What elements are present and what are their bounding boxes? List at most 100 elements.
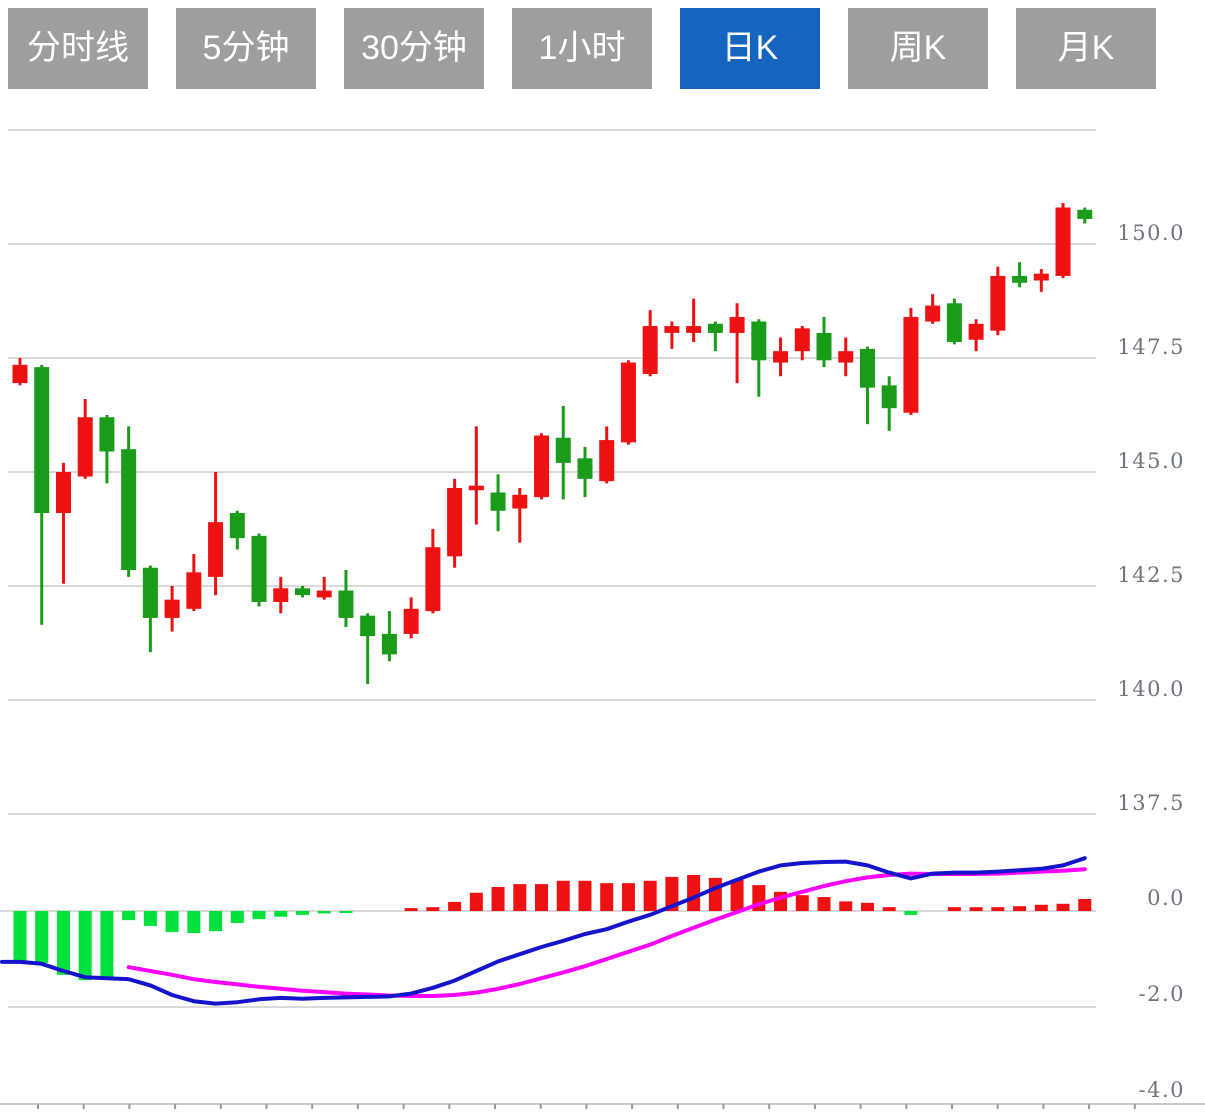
tab-5分钟[interactable]: 5分钟 <box>176 8 316 89</box>
macd-bar <box>578 880 592 911</box>
candle <box>208 522 224 577</box>
macd-bar <box>295 911 309 915</box>
candle <box>1033 273 1049 281</box>
macd-bar <box>274 911 288 917</box>
candle <box>990 275 1006 331</box>
tab-周K[interactable]: 周K <box>848 8 988 89</box>
candle <box>425 547 441 612</box>
macd-bar <box>448 901 462 911</box>
macd-bar <box>665 876 679 911</box>
macd-bar <box>643 880 657 911</box>
dif-line <box>0 856 1087 1006</box>
candle <box>12 364 28 384</box>
candle <box>555 437 571 463</box>
candle <box>707 323 723 333</box>
macd-bar <box>165 911 179 933</box>
candles-layer <box>12 202 1093 685</box>
macd-axis-labels: 0.0 -2.0 -4.0 <box>1139 886 1186 1102</box>
macd-bar <box>187 911 201 934</box>
candle <box>1055 207 1071 276</box>
macd-bar <box>860 902 874 911</box>
macd-bar <box>817 897 831 911</box>
candle <box>512 494 528 509</box>
candle <box>577 458 593 479</box>
candle <box>229 513 245 539</box>
macd-bar <box>600 883 614 911</box>
macd-bar <box>882 907 896 911</box>
candle <box>946 303 962 343</box>
candle <box>925 305 941 322</box>
macd-bar <box>991 907 1005 911</box>
macd-bar <box>969 907 983 911</box>
candle <box>273 588 289 602</box>
candle <box>381 633 397 655</box>
candle <box>729 316 745 333</box>
macd-bar <box>687 875 701 911</box>
candle <box>186 572 202 609</box>
macd-tick-label: -2.0 <box>1139 982 1186 1006</box>
macd-tick-label: -4.0 <box>1139 1078 1186 1102</box>
candle <box>599 440 615 482</box>
macd-bar <box>513 884 527 911</box>
macd-bar <box>491 887 505 911</box>
macd-bar <box>426 907 440 911</box>
price-axis-labels: 150.0 147.5 145.0 142.5 140.0 137.5 <box>1117 221 1185 815</box>
macd-bar <box>1013 906 1027 911</box>
candle <box>77 417 93 477</box>
candle <box>751 321 767 361</box>
macd-bar <box>1078 899 1092 911</box>
macd-bar <box>317 911 331 914</box>
price-tick-label: 142.5 <box>1117 563 1185 587</box>
candle <box>316 590 332 598</box>
candle <box>903 316 919 413</box>
macd-bar <box>621 883 635 911</box>
candle <box>338 590 354 618</box>
tab-1小时[interactable]: 1小时 <box>512 8 652 89</box>
price-panel-gridlines <box>8 129 1096 815</box>
macd-bar <box>13 911 27 962</box>
candle <box>794 328 810 352</box>
macd-bar <box>708 877 722 911</box>
candle <box>164 599 180 618</box>
tab-30分钟[interactable]: 30分钟 <box>344 8 484 89</box>
candle <box>686 326 702 333</box>
price-tick-label: 150.0 <box>1117 221 1185 245</box>
candle <box>490 492 506 511</box>
candle <box>816 332 832 361</box>
candle <box>1012 275 1028 283</box>
candle <box>968 323 984 340</box>
timeframe-tabbar: 分时线 5分钟 30分钟 1小时 日K 周K 月K <box>8 8 1156 89</box>
macd-bar <box>1034 904 1048 911</box>
candle <box>403 608 419 634</box>
candle <box>142 567 158 618</box>
price-tick-label: 140.0 <box>1117 677 1185 701</box>
candle <box>34 367 50 514</box>
candle <box>881 385 897 409</box>
macd-bar <box>252 911 266 920</box>
candle <box>642 326 658 374</box>
macd-bar <box>947 907 961 911</box>
price-tick-label: 145.0 <box>1117 449 1185 473</box>
tab-分时线[interactable]: 分时线 <box>8 8 148 89</box>
price-tick-label: 137.5 <box>1117 791 1185 815</box>
candle <box>251 535 267 602</box>
candle <box>294 588 310 596</box>
macd-bar <box>730 879 744 911</box>
candle <box>121 449 137 571</box>
macd-bar <box>904 911 918 915</box>
macd-bar <box>535 884 549 911</box>
macd-lines-layer <box>0 856 1087 1006</box>
macd-bar <box>795 895 809 911</box>
candle <box>773 351 789 363</box>
macd-bar <box>122 911 136 921</box>
candle <box>838 351 854 363</box>
candle <box>859 348 875 388</box>
candle <box>468 485 484 491</box>
tab-月K[interactable]: 月K <box>1016 8 1156 89</box>
macd-bar <box>1056 903 1070 911</box>
macd-bar <box>143 911 157 926</box>
macd-bar <box>404 908 418 911</box>
tab-日K[interactable]: 日K <box>680 8 820 89</box>
